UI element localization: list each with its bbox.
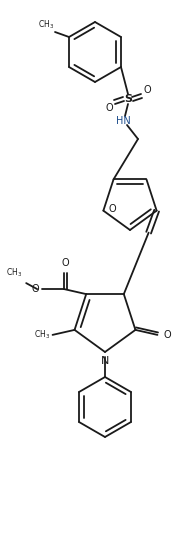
Text: HN: HN — [116, 116, 130, 126]
Text: O: O — [32, 284, 39, 294]
Text: CH$_3$: CH$_3$ — [34, 328, 51, 341]
Text: O: O — [163, 330, 171, 340]
Text: CH$_3$: CH$_3$ — [38, 18, 54, 31]
Text: CH$_3$: CH$_3$ — [6, 267, 22, 279]
Text: N: N — [101, 356, 109, 366]
Text: O: O — [143, 85, 151, 95]
Text: S: S — [124, 94, 132, 104]
Text: O: O — [61, 258, 69, 268]
Text: O: O — [105, 103, 113, 113]
Text: O: O — [108, 204, 116, 214]
